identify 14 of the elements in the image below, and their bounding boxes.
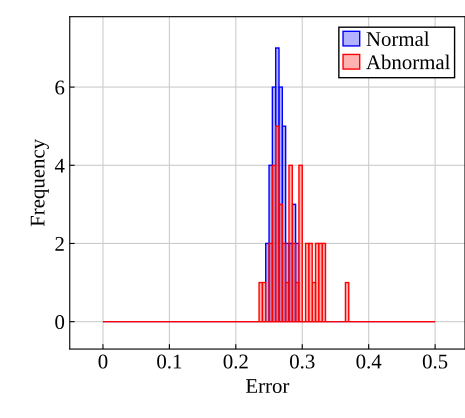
y-tick-label: 0 (55, 315, 64, 330)
x-tick-label: 0.2 (224, 354, 248, 369)
x-axis-title: Error (246, 379, 290, 393)
legend-label: Normal (366, 31, 430, 46)
x-tick-label: 0.4 (356, 354, 382, 369)
y-tick-label: 4 (54, 158, 65, 173)
y-axis-title: Frequency (30, 138, 49, 226)
x-tick-label: 0.3 (290, 354, 314, 369)
x-tick-label: 0 (98, 354, 108, 369)
y-tick-label: 2 (55, 236, 64, 251)
legend-label: Abnormal (366, 54, 450, 70)
x-tick-label: 0.1 (157, 354, 182, 369)
x-tick-label: 0.5 (422, 354, 448, 369)
y-tick-label: 6 (55, 80, 64, 95)
